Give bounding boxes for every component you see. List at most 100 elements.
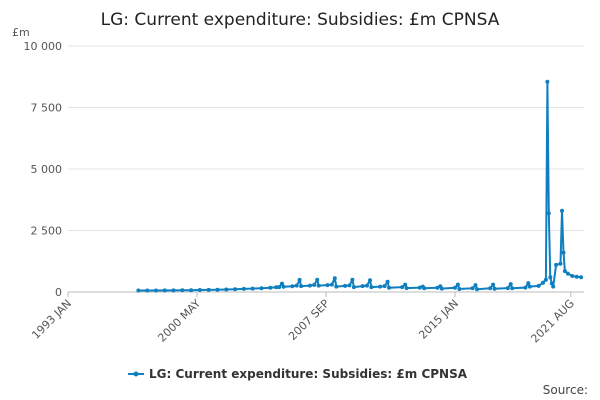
data-point[interactable] [334,284,339,289]
data-point[interactable] [475,287,479,292]
data-point[interactable] [329,282,334,287]
data-point[interactable] [546,211,551,216]
data-point[interactable] [453,285,457,290]
data-point[interactable] [492,286,497,291]
legend-label: LG: Current expenditure: Subsidies: £m C… [149,367,468,381]
legend[interactable]: LG: Current expenditure: Subsidies: £m C… [128,367,468,381]
data-point[interactable] [332,276,337,281]
data-point[interactable] [351,285,356,290]
data-point[interactable] [561,250,566,255]
data-point[interactable] [268,285,273,290]
x-axis-ticks: 1993 JAN 2000 MAY 2007 SEP 2015 JAN 2021 AUG [29,292,577,345]
data-point[interactable] [297,277,302,282]
y-tick-label: 0 [55,286,62,299]
data-point[interactable] [574,274,579,279]
data-point[interactable] [491,282,496,287]
source-label[interactable]: Source: [543,383,588,397]
data-point[interactable] [385,279,390,284]
data-point[interactable] [316,283,321,288]
data-point[interactable] [307,283,312,288]
data-point[interactable] [554,262,559,267]
series-line [138,80,582,292]
data-point[interactable] [206,287,211,292]
data-point[interactable] [548,275,553,280]
plot-area [136,79,584,293]
data-point[interactable] [422,286,427,291]
data-point[interactable] [551,284,556,289]
data-point[interactable] [294,283,299,288]
gridlines [68,45,584,293]
data-point[interactable] [259,286,264,291]
data-point[interactable] [400,285,405,290]
data-point[interactable] [350,277,355,282]
data-point[interactable] [360,284,365,289]
data-point[interactable] [312,282,317,287]
data-point[interactable] [365,283,369,288]
data-point[interactable] [299,284,304,289]
data-point[interactable] [565,271,570,276]
data-point[interactable] [505,286,510,291]
x-tick-label: 2007 SEP [286,297,332,343]
chart-title: LG: Current expenditure: Subsidies: £m C… [101,10,500,30]
data-point[interactable] [347,283,352,288]
data-point[interactable] [543,277,548,282]
y-tick-label: 10 000 [24,40,63,53]
data-point[interactable] [189,288,194,293]
data-point[interactable] [154,288,158,293]
data-point[interactable] [545,79,550,84]
data-point[interactable] [527,284,532,289]
data-point[interactable] [536,283,541,288]
data-point[interactable] [382,284,387,289]
data-point[interactable] [549,281,554,286]
y-tick-label: 7 500 [31,102,63,115]
y-tick-label: 5 000 [31,163,63,176]
data-point[interactable] [277,285,282,290]
data-point[interactable] [541,280,545,285]
data-point[interactable] [369,285,374,290]
data-point[interactable] [274,285,279,290]
data-point[interactable] [233,287,238,292]
data-point[interactable] [145,288,150,293]
data-point[interactable] [473,283,478,288]
data-point[interactable] [457,287,462,291]
data-point[interactable] [325,283,330,288]
data-point[interactable] [215,287,220,292]
x-tick-label: 2015 JAN [416,297,461,342]
data-point[interactable] [241,286,246,291]
data-point[interactable] [403,282,408,287]
data-point[interactable] [526,281,531,286]
data-point[interactable] [171,288,176,293]
data-point[interactable] [510,286,515,291]
data-point[interactable] [180,288,185,293]
data-point[interactable] [197,288,202,292]
data-point[interactable] [290,284,295,289]
data-point[interactable] [343,283,348,288]
data-point[interactable] [560,208,564,213]
data-point[interactable] [250,286,255,291]
data-point[interactable] [281,284,286,289]
data-point[interactable] [570,274,575,278]
data-point[interactable] [455,282,460,287]
data-point[interactable] [387,285,391,290]
data-point[interactable] [579,275,584,280]
data-point[interactable] [136,288,141,293]
x-tick-label: 2000 MAY [155,297,203,345]
y-tick-label: 2 500 [31,225,63,238]
legend-point-marker [133,371,139,377]
data-point[interactable] [470,286,475,291]
data-point[interactable] [224,287,229,292]
x-tick-label: 2021 AUG [528,297,577,346]
data-point[interactable] [508,282,513,287]
data-point[interactable] [404,286,409,291]
data-point[interactable] [315,277,320,282]
data-point[interactable] [162,288,167,293]
data-point[interactable] [558,261,563,266]
data-point[interactable] [523,285,528,290]
data-point[interactable] [280,281,284,286]
data-point[interactable] [562,269,567,274]
data-point[interactable] [488,286,493,291]
data-point[interactable] [378,284,383,289]
data-point[interactable] [368,278,372,283]
data-point[interactable] [439,286,444,291]
